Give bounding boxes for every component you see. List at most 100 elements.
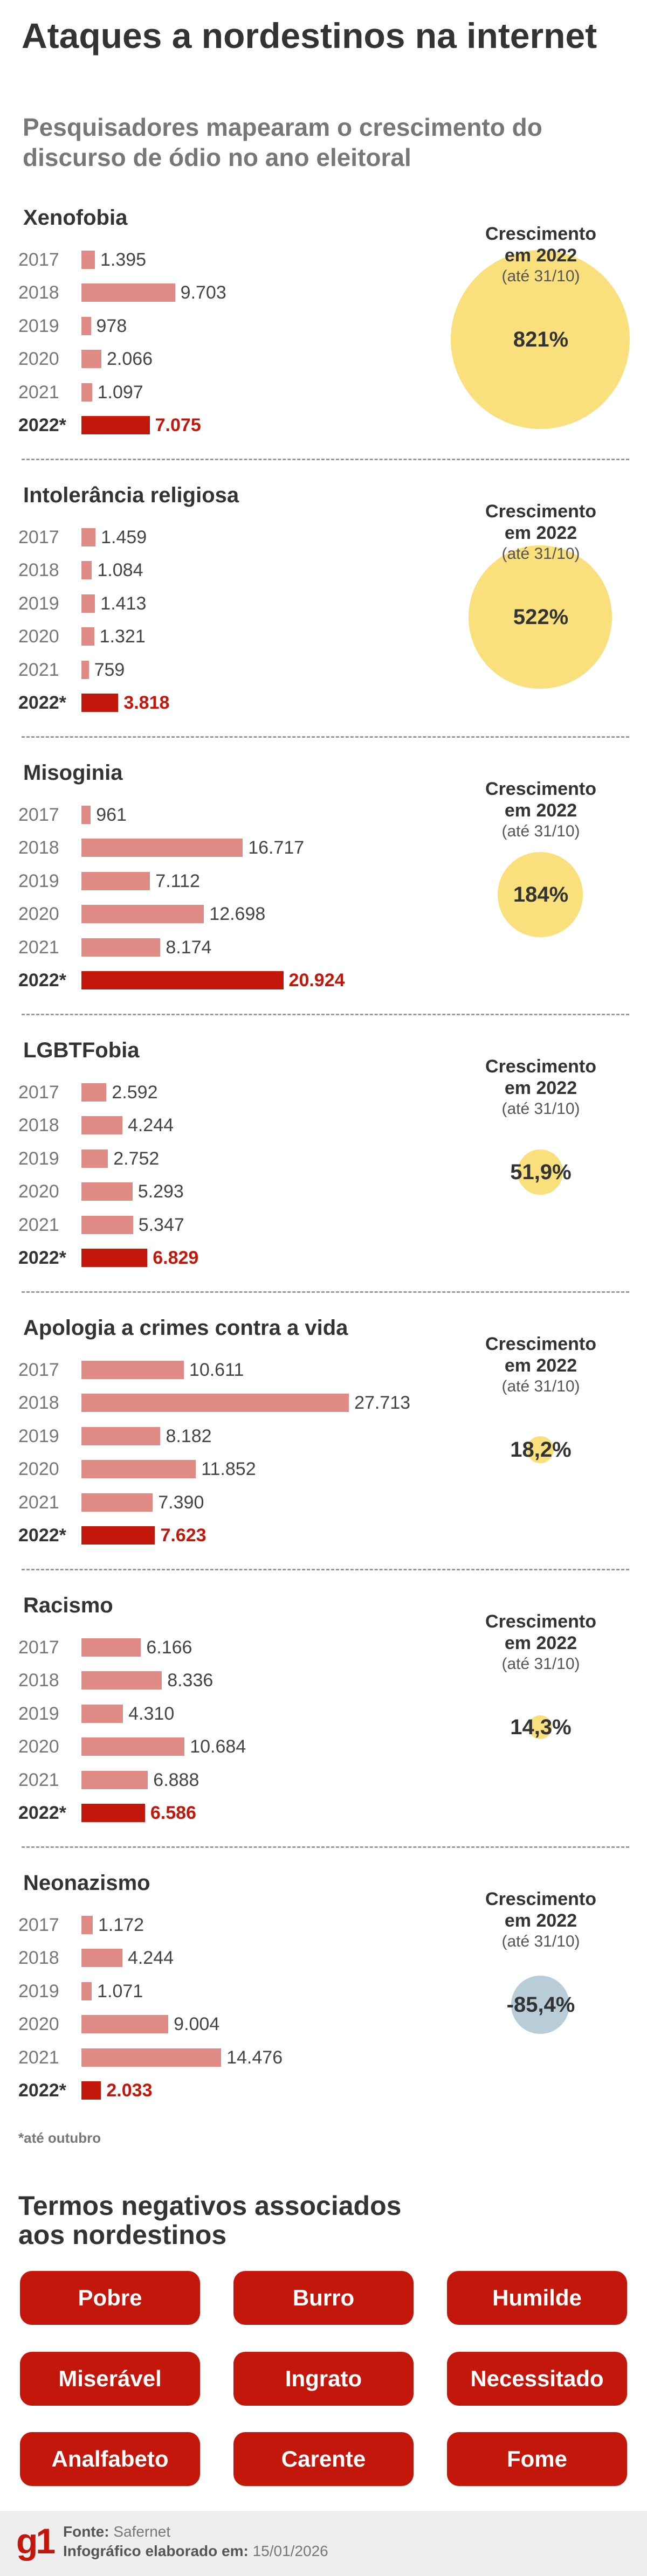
source-label: Fonte: (63, 2523, 109, 2540)
growth-caption: Crescimento em 2022 (até 31/10) (457, 501, 624, 564)
bar (81, 283, 175, 302)
bar (81, 1083, 107, 1102)
bar (81, 971, 284, 989)
value-label: 16.717 (248, 837, 305, 858)
year-label: 2018 (18, 560, 59, 581)
year-label: 2019 (18, 870, 59, 891)
growth-caption: Crescimento em 2022 (até 31/10) (457, 1888, 624, 1952)
bar-row: 2021 8.174 (0, 937, 431, 958)
page-subtitle: Pesquisadores mapearam o crescimento do … (23, 113, 542, 171)
bar (81, 1394, 349, 1412)
date-value: 15/01/2026 (252, 2543, 328, 2559)
growth-caption-line2: em 2022 (504, 1078, 577, 1098)
bar (81, 1182, 133, 1201)
bar (81, 1149, 108, 1168)
growth-caption-line2: em 2022 (504, 1355, 577, 1376)
section-divider (22, 1846, 629, 1848)
section-divider (22, 459, 629, 460)
value-label: 6.586 (150, 1803, 196, 1823)
year-label: 2019 (18, 1425, 59, 1446)
section-title: Racismo (23, 1594, 113, 1617)
value-label: 2.592 (112, 1082, 158, 1103)
bar (81, 383, 92, 401)
value-label: 3.818 (123, 693, 170, 713)
year-label: 2021 (18, 1492, 59, 1513)
section-title: Misoginia (23, 761, 123, 785)
growth-value: 18,2% (510, 1438, 572, 1462)
bar (81, 1982, 92, 2000)
bar-row: 2017 961 (0, 804, 431, 826)
value-label: 6.829 (153, 1248, 199, 1268)
bar-row: 2019 2.752 (0, 1148, 431, 1169)
growth-caption-line1: Crescimento (485, 1056, 596, 1077)
value-label: 7.112 (155, 870, 200, 891)
bar (81, 1361, 184, 1379)
growth-caption-line3: (até 31/10) (501, 1377, 580, 1395)
bar-row: 2022* 7.075 (0, 414, 431, 436)
growth-caption: Crescimento em 2022 (até 31/10) (457, 223, 624, 287)
bar-row: 2022* 20.924 (0, 970, 431, 991)
term-chip: Ingrato (233, 2352, 414, 2406)
value-label: 1.097 (97, 382, 143, 403)
year-label: 2022* (18, 970, 66, 991)
bar-row: 2021 759 (0, 659, 431, 681)
bar (81, 1949, 122, 1968)
chart-section: Intolerância religiosa 2017 1.459 2018 1.084… (0, 482, 647, 760)
bar-row: 2020 10.684 (0, 1736, 431, 1757)
bar (81, 1493, 153, 1512)
year-label: 2020 (18, 904, 59, 925)
bar-row: 2018 27.713 (0, 1392, 431, 1414)
growth-caption-line3: (até 31/10) (501, 545, 580, 563)
bar (81, 251, 95, 269)
bar-row: 2019 1.413 (0, 593, 431, 614)
bar (81, 316, 91, 335)
value-label: 4.244 (127, 1115, 174, 1136)
term-chip: Carente (233, 2432, 414, 2486)
year-label: 2021 (18, 2047, 59, 2068)
footer: g1 Fonte: Safernet Infográfico elaborado… (0, 2511, 647, 2576)
year-label: 2021 (18, 1769, 59, 1790)
g1-logo: g1 (16, 2521, 56, 2561)
section-title: LGBTFobia (23, 1038, 140, 1062)
value-label: 20.924 (288, 970, 345, 991)
chart-section: Neonazismo 2017 1.172 2018 4.244 2019 1.071 202… (0, 1870, 647, 2148)
growth-circle (527, 1436, 554, 1463)
growth-value: 522% (513, 605, 569, 629)
term-chip: Humilde (447, 2271, 627, 2325)
bar (81, 871, 150, 890)
year-label: 2021 (18, 1214, 59, 1235)
year-label: 2018 (18, 1115, 59, 1136)
date-line: Infográfico elaborado em: 15/01/2026 (63, 2542, 328, 2560)
year-label: 2017 (18, 1915, 59, 1935)
year-label: 2021 (18, 382, 59, 403)
growth-caption: Crescimento em 2022 (até 31/10) (457, 1333, 624, 1397)
bar-row: 2018 16.717 (0, 837, 431, 858)
footnote: *até outubro (18, 2130, 101, 2146)
term-chip: Necessitado (447, 2352, 627, 2406)
source-value: Safernet (113, 2523, 171, 2540)
year-label: 2018 (18, 837, 59, 858)
growth-caption-line1: Crescimento (485, 224, 596, 244)
section-divider (22, 1291, 629, 1293)
bar (81, 1916, 93, 1934)
growth-caption-line2: em 2022 (504, 800, 577, 821)
chart-section: Xenofobia 2017 1.395 2018 9.703 2019 978 2020 2.… (0, 205, 647, 482)
page-title: Ataques a nordestinos na internet (22, 16, 597, 56)
year-label: 2017 (18, 1082, 59, 1103)
bar-row: 2020 5.293 (0, 1181, 431, 1202)
term-chip: Fome (447, 2432, 627, 2486)
bar-row: 2020 9.004 (0, 2013, 431, 2035)
value-label: 978 (96, 315, 127, 336)
growth-value: 821% (513, 328, 569, 351)
bar-row: 2022* 7.623 (0, 1525, 431, 1546)
year-label: 2022* (18, 1248, 66, 1268)
bar-row: 2021 1.097 (0, 382, 431, 403)
bar-row: 2017 1.172 (0, 1914, 431, 1936)
value-label: 10.684 (190, 1736, 246, 1757)
section-title: Neonazismo (23, 1871, 150, 1895)
growth-value: 51,9% (510, 1160, 572, 1184)
value-label: 7.623 (160, 1525, 207, 1546)
value-label: 7.390 (158, 1492, 204, 1513)
growth-caption-line1: Crescimento (485, 501, 596, 522)
value-label: 1.084 (97, 560, 143, 581)
